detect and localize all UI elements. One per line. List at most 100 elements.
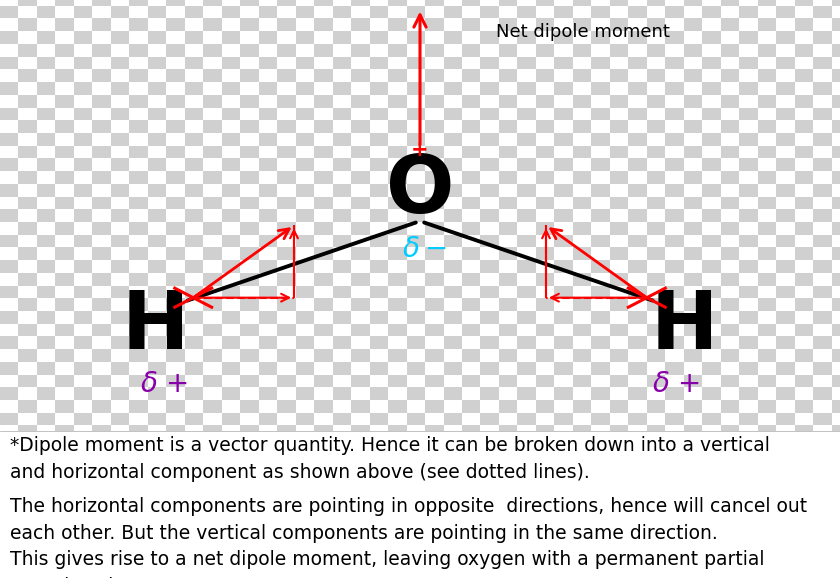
- Bar: [333, 6, 351, 18]
- Bar: [74, 209, 92, 222]
- Bar: [536, 146, 554, 158]
- Bar: [333, 336, 351, 349]
- Bar: [74, 336, 92, 349]
- Bar: [185, 540, 203, 553]
- Bar: [259, 565, 277, 578]
- Bar: [129, 451, 148, 464]
- Bar: [480, 184, 499, 197]
- Bar: [166, 95, 185, 108]
- Bar: [92, 69, 111, 82]
- Bar: [573, 476, 591, 489]
- Bar: [480, 31, 499, 44]
- Bar: [425, 171, 444, 184]
- Bar: [203, 247, 222, 260]
- Bar: [665, 184, 684, 197]
- Bar: [0, 565, 18, 578]
- Bar: [813, 235, 832, 247]
- Bar: [628, 108, 647, 120]
- Bar: [222, 184, 240, 197]
- Bar: [277, 197, 296, 209]
- Bar: [370, 286, 388, 298]
- Bar: [0, 311, 18, 324]
- Bar: [462, 324, 480, 336]
- Bar: [296, 387, 314, 400]
- Bar: [296, 158, 314, 171]
- Bar: [462, 146, 480, 158]
- Bar: [739, 31, 758, 44]
- Bar: [591, 565, 610, 578]
- Bar: [333, 286, 351, 298]
- Bar: [370, 362, 388, 375]
- Bar: [795, 120, 813, 133]
- Bar: [480, 311, 499, 324]
- Bar: [758, 222, 776, 235]
- Bar: [166, 171, 185, 184]
- Bar: [388, 451, 407, 464]
- Bar: [333, 565, 351, 578]
- Bar: [240, 476, 259, 489]
- Bar: [776, 57, 795, 69]
- Bar: [739, 514, 758, 527]
- Bar: [166, 400, 185, 413]
- Bar: [499, 425, 517, 438]
- Bar: [55, 120, 74, 133]
- Bar: [148, 311, 166, 324]
- Bar: [314, 273, 333, 286]
- Bar: [665, 57, 684, 69]
- Bar: [684, 18, 702, 31]
- Bar: [573, 298, 591, 311]
- Bar: [499, 324, 517, 336]
- Bar: [832, 553, 840, 565]
- Bar: [259, 260, 277, 273]
- Bar: [721, 146, 739, 158]
- Bar: [92, 502, 111, 514]
- Bar: [758, 44, 776, 57]
- Bar: [517, 133, 536, 146]
- Bar: [776, 464, 795, 476]
- Bar: [702, 362, 721, 375]
- Bar: [55, 400, 74, 413]
- Bar: [92, 451, 111, 464]
- Bar: [665, 413, 684, 425]
- Bar: [499, 400, 517, 413]
- Bar: [517, 235, 536, 247]
- Bar: [480, 57, 499, 69]
- Bar: [536, 44, 554, 57]
- Bar: [462, 18, 480, 31]
- Bar: [684, 451, 702, 464]
- Bar: [18, 425, 37, 438]
- Bar: [18, 375, 37, 387]
- Bar: [444, 158, 462, 171]
- Bar: [388, 0, 407, 6]
- Bar: [444, 387, 462, 400]
- Bar: [628, 489, 647, 502]
- Bar: [37, 133, 55, 146]
- Bar: [111, 387, 129, 400]
- Bar: [628, 82, 647, 95]
- Bar: [240, 0, 259, 6]
- Bar: [776, 31, 795, 44]
- Bar: [37, 311, 55, 324]
- Bar: [758, 400, 776, 413]
- Bar: [222, 413, 240, 425]
- Bar: [240, 502, 259, 514]
- Bar: [776, 438, 795, 451]
- Bar: [166, 0, 185, 6]
- Bar: [166, 451, 185, 464]
- Bar: [55, 425, 74, 438]
- Bar: [74, 311, 92, 324]
- Bar: [407, 108, 425, 120]
- Bar: [647, 527, 665, 540]
- Bar: [0, 286, 18, 298]
- Bar: [203, 18, 222, 31]
- Bar: [444, 540, 462, 553]
- Bar: [240, 273, 259, 286]
- Bar: [776, 108, 795, 120]
- Bar: [277, 425, 296, 438]
- Bar: [647, 95, 665, 108]
- Bar: [517, 464, 536, 476]
- Bar: [296, 336, 314, 349]
- Bar: [628, 438, 647, 451]
- Bar: [813, 108, 832, 120]
- Bar: [388, 146, 407, 158]
